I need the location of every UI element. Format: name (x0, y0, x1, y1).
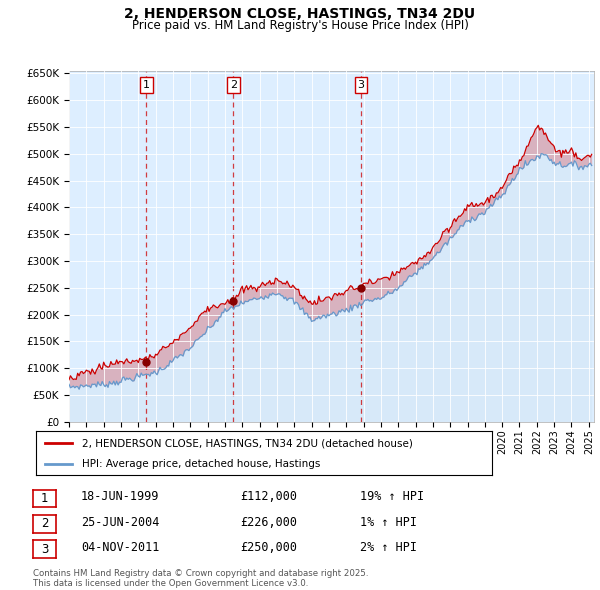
Text: 18-JUN-1999: 18-JUN-1999 (81, 490, 160, 503)
Text: £250,000: £250,000 (240, 541, 297, 554)
Text: 04-NOV-2011: 04-NOV-2011 (81, 541, 160, 554)
Text: 3: 3 (41, 543, 48, 556)
Text: 2, HENDERSON CLOSE, HASTINGS, TN34 2DU (detached house): 2, HENDERSON CLOSE, HASTINGS, TN34 2DU (… (82, 438, 412, 448)
Text: 2, HENDERSON CLOSE, HASTINGS, TN34 2DU: 2, HENDERSON CLOSE, HASTINGS, TN34 2DU (124, 7, 476, 21)
Text: 3: 3 (357, 80, 364, 90)
Text: Price paid vs. HM Land Registry's House Price Index (HPI): Price paid vs. HM Land Registry's House … (131, 19, 469, 32)
Text: 19% ↑ HPI: 19% ↑ HPI (360, 490, 424, 503)
Text: 25-JUN-2004: 25-JUN-2004 (81, 516, 160, 529)
Text: 2% ↑ HPI: 2% ↑ HPI (360, 541, 417, 554)
Text: 1: 1 (41, 492, 48, 505)
Text: 2: 2 (230, 80, 237, 90)
Text: 1% ↑ HPI: 1% ↑ HPI (360, 516, 417, 529)
Text: 2: 2 (41, 517, 48, 530)
Text: £226,000: £226,000 (240, 516, 297, 529)
Text: HPI: Average price, detached house, Hastings: HPI: Average price, detached house, Hast… (82, 459, 320, 469)
Text: £112,000: £112,000 (240, 490, 297, 503)
Text: Contains HM Land Registry data © Crown copyright and database right 2025.
This d: Contains HM Land Registry data © Crown c… (33, 569, 368, 588)
Text: 1: 1 (143, 80, 150, 90)
